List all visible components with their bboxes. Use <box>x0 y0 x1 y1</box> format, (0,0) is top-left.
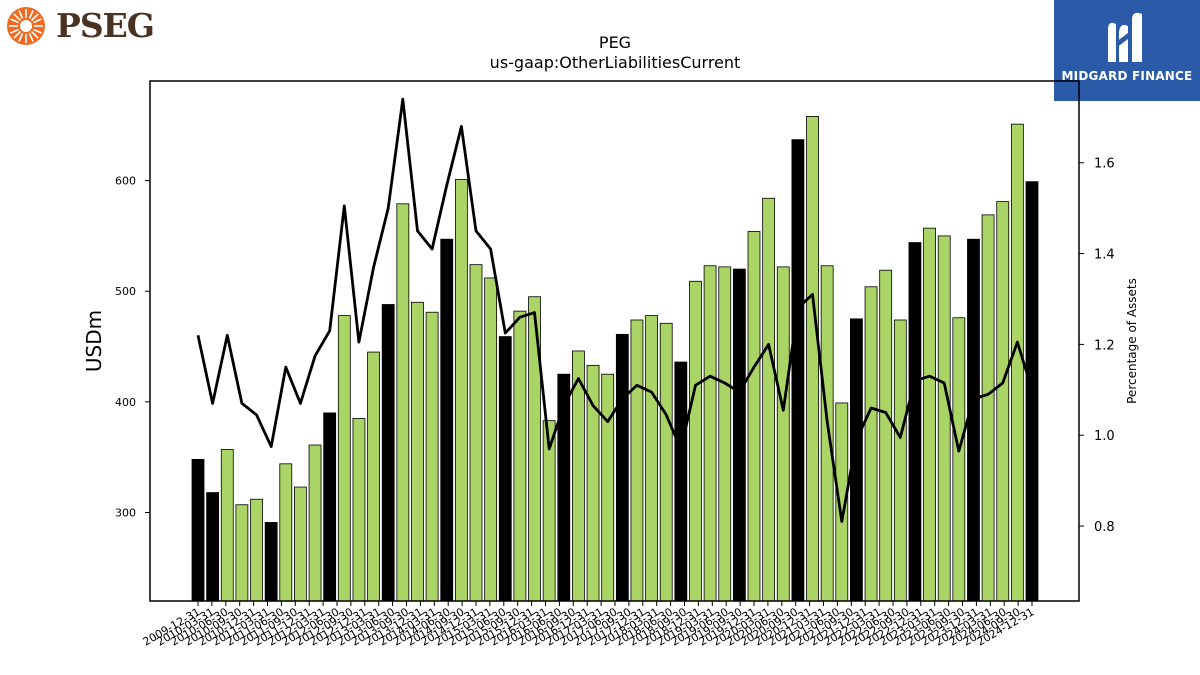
bar <box>703 265 717 602</box>
midgard-finance-wordmark: MIDGARD FINANCE <box>1061 69 1193 83</box>
bar <box>718 266 732 602</box>
pseg-logo: PSEG <box>4 4 174 46</box>
bar <box>206 492 220 602</box>
bar <box>952 317 966 602</box>
y2-tick-label: 1.2 <box>1094 338 1115 353</box>
bar <box>308 444 322 602</box>
bar <box>601 373 615 602</box>
bar-group <box>191 116 1039 602</box>
bar <box>498 336 512 602</box>
bar <box>908 242 922 602</box>
bar <box>367 351 380 602</box>
bar <box>440 238 454 602</box>
chart-title: PEG <box>599 33 631 52</box>
y-tick-label: 600 <box>115 175 136 188</box>
line-group <box>196 97 1034 523</box>
bar <box>806 116 819 602</box>
bar <box>893 319 907 602</box>
bar <box>484 277 498 602</box>
bar <box>689 280 702 602</box>
bar <box>923 227 936 602</box>
bar <box>762 197 776 602</box>
bar <box>469 264 483 602</box>
bar <box>1010 123 1024 602</box>
bar <box>454 179 468 602</box>
bar <box>864 286 878 602</box>
bar <box>615 333 629 602</box>
bar <box>967 238 980 602</box>
bar <box>747 231 761 602</box>
bar <box>659 322 673 602</box>
bar <box>732 268 746 602</box>
pseg-sun-icon <box>7 7 45 45</box>
y2-tick-label: 1.6 <box>1094 157 1115 172</box>
bar <box>264 522 278 602</box>
pseg-wordmark: PSEG <box>56 6 155 45</box>
bar <box>879 269 893 602</box>
bar <box>674 361 688 602</box>
bar <box>645 315 658 602</box>
bar <box>776 266 790 602</box>
x-axis: 2009-12-312010-03-312010-06-302010-09-30… <box>141 601 1037 649</box>
bar <box>1025 181 1039 602</box>
bar <box>513 310 527 602</box>
bar <box>279 463 293 602</box>
chart-subtitle: us-gaap:OtherLiabilitiesCurrent <box>490 53 741 72</box>
bar <box>981 214 995 602</box>
bar <box>381 304 395 602</box>
bar <box>425 311 439 602</box>
y-axis-label: USDm <box>82 310 106 372</box>
left-axis: 300 400 500 600 <box>115 175 150 519</box>
bar <box>791 139 805 602</box>
bar <box>323 412 337 602</box>
bar <box>411 301 424 602</box>
bar <box>337 315 351 602</box>
right-axis: 0.8 1.0 1.2 1.4 1.6 <box>1079 157 1115 535</box>
y-tick-label: 500 <box>115 285 136 298</box>
y2-tick-label: 1.4 <box>1094 248 1115 263</box>
y2-axis-label: Percentage of Assets <box>1125 278 1139 404</box>
bar <box>820 265 834 602</box>
bar <box>630 319 644 602</box>
bar <box>396 203 410 602</box>
series-line <box>196 97 1034 523</box>
bar <box>937 235 951 602</box>
bar <box>352 418 366 602</box>
bar <box>996 201 1010 602</box>
y2-tick-label: 0.8 <box>1094 520 1115 535</box>
bar <box>250 498 263 602</box>
y-tick-label: 400 <box>115 396 136 409</box>
bar <box>235 504 249 602</box>
midgard-m-icon <box>1108 12 1142 62</box>
bar <box>220 449 234 602</box>
bar <box>191 458 205 602</box>
y2-tick-label: 1.0 <box>1094 429 1115 444</box>
bar <box>294 486 307 602</box>
y-tick-label: 300 <box>115 506 136 519</box>
